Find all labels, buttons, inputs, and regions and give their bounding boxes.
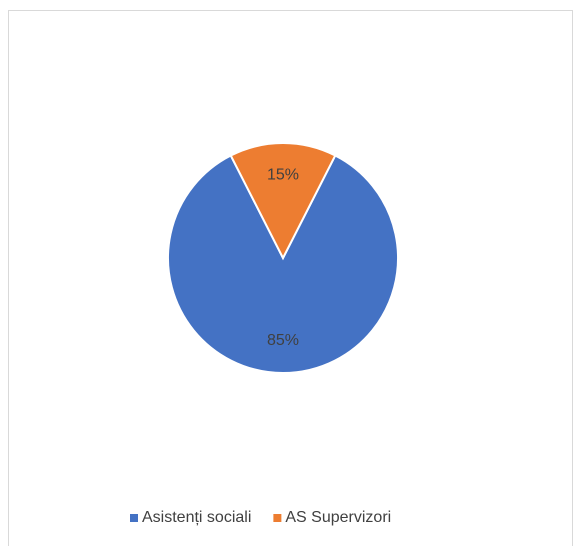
data-label: 15% bbox=[267, 166, 299, 183]
legend-swatch bbox=[130, 514, 138, 522]
data-label: 85% bbox=[267, 332, 299, 349]
legend-label: AS Supervizori bbox=[285, 509, 391, 526]
legend-swatch bbox=[273, 514, 282, 522]
pie-slice bbox=[167, 154, 399, 374]
pie-slice bbox=[229, 142, 337, 261]
legend-label: Asistenți sociali bbox=[142, 509, 251, 526]
